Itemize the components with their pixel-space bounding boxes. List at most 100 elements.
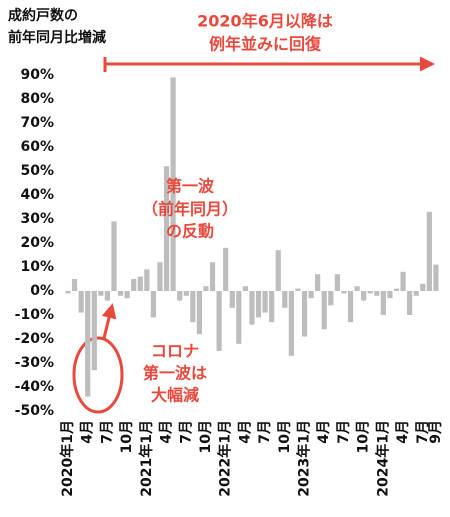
x-tick-label: 2021年1月 [138,420,155,497]
y-tick-label: -20% [15,331,54,347]
bar [203,286,209,291]
bar [341,291,347,294]
x-tick-label: 10月 [356,420,372,453]
bar [347,291,354,323]
bar [374,291,380,296]
bar [308,291,314,299]
bar [321,291,327,330]
y-tick-label: -30% [15,355,54,371]
bar [78,291,84,313]
bar [328,291,334,306]
annotation: （前年同月） [142,200,238,219]
y-tick-label: 0% [30,283,54,299]
bar [85,291,91,397]
y-tick-label: -10% [15,307,54,323]
x-tick-label: 10月 [119,420,135,453]
bar [71,279,78,291]
bar [209,262,216,291]
y-tick-label: -50% [15,403,54,419]
bar [216,291,222,351]
y-tick-label: 70% [20,115,54,131]
y-tick-label: 10% [20,259,54,275]
bar [393,288,400,291]
bar [288,291,294,356]
x-tick-label: 10月 [277,420,293,453]
highlight-circle [72,336,124,414]
bar [426,211,432,291]
bar [295,288,301,291]
bar [433,264,439,291]
annotation: 第一波 [166,177,215,196]
bar [407,291,413,315]
bar [170,77,176,292]
bar [361,291,367,301]
bar [367,291,373,294]
x-tick-label: 4月 [316,420,332,444]
x-tick-label: 4月 [237,420,253,444]
bar [111,221,117,291]
bar [104,291,111,301]
bar [236,291,242,344]
x-tick-label: 7月 [415,420,431,444]
bar [223,247,229,291]
annotation: 第一波は [143,364,207,383]
x-tick-label: 4月 [80,420,96,444]
y-tick-label: 60% [20,139,54,155]
x-tick-label: 2024年1月 [374,420,391,497]
bar [183,291,189,296]
x-tick-label: 9月 [428,420,444,444]
bar [413,291,419,296]
y-tick-label: 90% [20,67,54,83]
bar [275,250,281,291]
bar [196,291,202,335]
x-tick-label: 2022年1月 [217,420,234,497]
bar [400,271,406,291]
y-tick-label: 20% [20,235,54,251]
bar [131,279,137,291]
chart-title: 前年同月比増減 [8,29,106,46]
bar [137,276,143,291]
x-tick-label: 4月 [395,420,411,444]
bar [262,291,268,313]
bar [387,291,393,299]
x-tick-label: 7月 [99,420,115,444]
x-tick-label: 10月 [198,420,214,453]
annotation: 2020年6月以降は [197,12,333,31]
bar [91,291,97,371]
bar [354,286,360,291]
x-tick-label: 7月 [336,420,352,444]
bar [157,262,163,291]
y-tick-label: 80% [20,91,54,107]
x-tick-label: 7月 [257,420,273,444]
bar [150,291,157,318]
bar [190,291,196,323]
annotation: コロナ [151,342,199,361]
x-tick-label: 4月 [159,420,175,444]
bar [124,291,130,299]
bar [163,166,170,291]
bar [334,274,340,291]
y-tick-label: 30% [20,211,54,227]
annotation: の反動 [166,222,214,241]
pointer-arrow [101,303,117,339]
bar [177,291,183,301]
x-tick-label: 2023年1月 [296,420,313,497]
bar [117,291,124,296]
y-tick-label: 50% [20,163,54,179]
x-tick-label: 2020年1月 [59,420,76,497]
y-tick-label: 40% [20,187,54,203]
bar [269,291,275,323]
bar [255,291,262,318]
bar [282,291,288,308]
bar [242,286,248,291]
annotation: 大幅減 [151,386,199,405]
bar [249,291,255,325]
annotation: 例年並みに回復 [209,35,322,54]
bar [301,291,308,337]
x-tick-label: 7月 [178,420,194,444]
bar [98,291,104,296]
bar [144,269,150,291]
bar [229,291,235,308]
bar [380,291,386,315]
